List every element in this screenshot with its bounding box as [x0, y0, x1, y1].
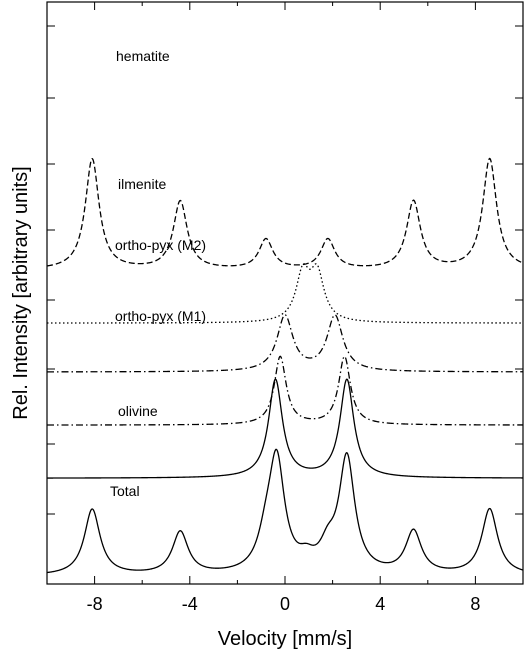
series-label-layer: hematite ilmenite ortho-pyx (M2) ortho-pyx … — [110, 48, 206, 499]
series-label-olivine: olivine — [118, 403, 158, 419]
x-tick-label: 0 — [280, 594, 290, 614]
x-tick-label: 4 — [375, 594, 385, 614]
x-tick-label: -4 — [182, 594, 198, 614]
x-axis-ticks: -8 -4 0 4 8 — [46, 2, 524, 614]
y-axis-ticks — [47, 25, 523, 515]
series-label-ortho-pyx-m1: ortho-pyx (M1) — [115, 308, 206, 324]
series-line-ilmenite — [47, 263, 523, 324]
x-tick-label: -8 — [87, 594, 103, 614]
series-label-total: Total — [110, 483, 140, 499]
series-label-ilmenite: ilmenite — [118, 176, 166, 192]
series-layer — [46, 157, 524, 574]
series-label-ortho-pyx-m2: ortho-pyx (M2) — [115, 237, 206, 253]
series-label-hematite: hematite — [116, 48, 170, 64]
series-line-ortho-pyx-m2 — [47, 314, 523, 373]
y-axis-title: Rel. Intensity [arbitrary units] — [10, 166, 32, 419]
series-line-olivine — [47, 378, 523, 479]
series-line-ortho-pyx-m1 — [47, 355, 523, 426]
x-tick-label: 8 — [470, 594, 480, 614]
x-axis-title: Velocity [mm/s] — [218, 628, 352, 650]
series-line-hematite — [46, 157, 524, 267]
series-line-total — [46, 448, 524, 574]
